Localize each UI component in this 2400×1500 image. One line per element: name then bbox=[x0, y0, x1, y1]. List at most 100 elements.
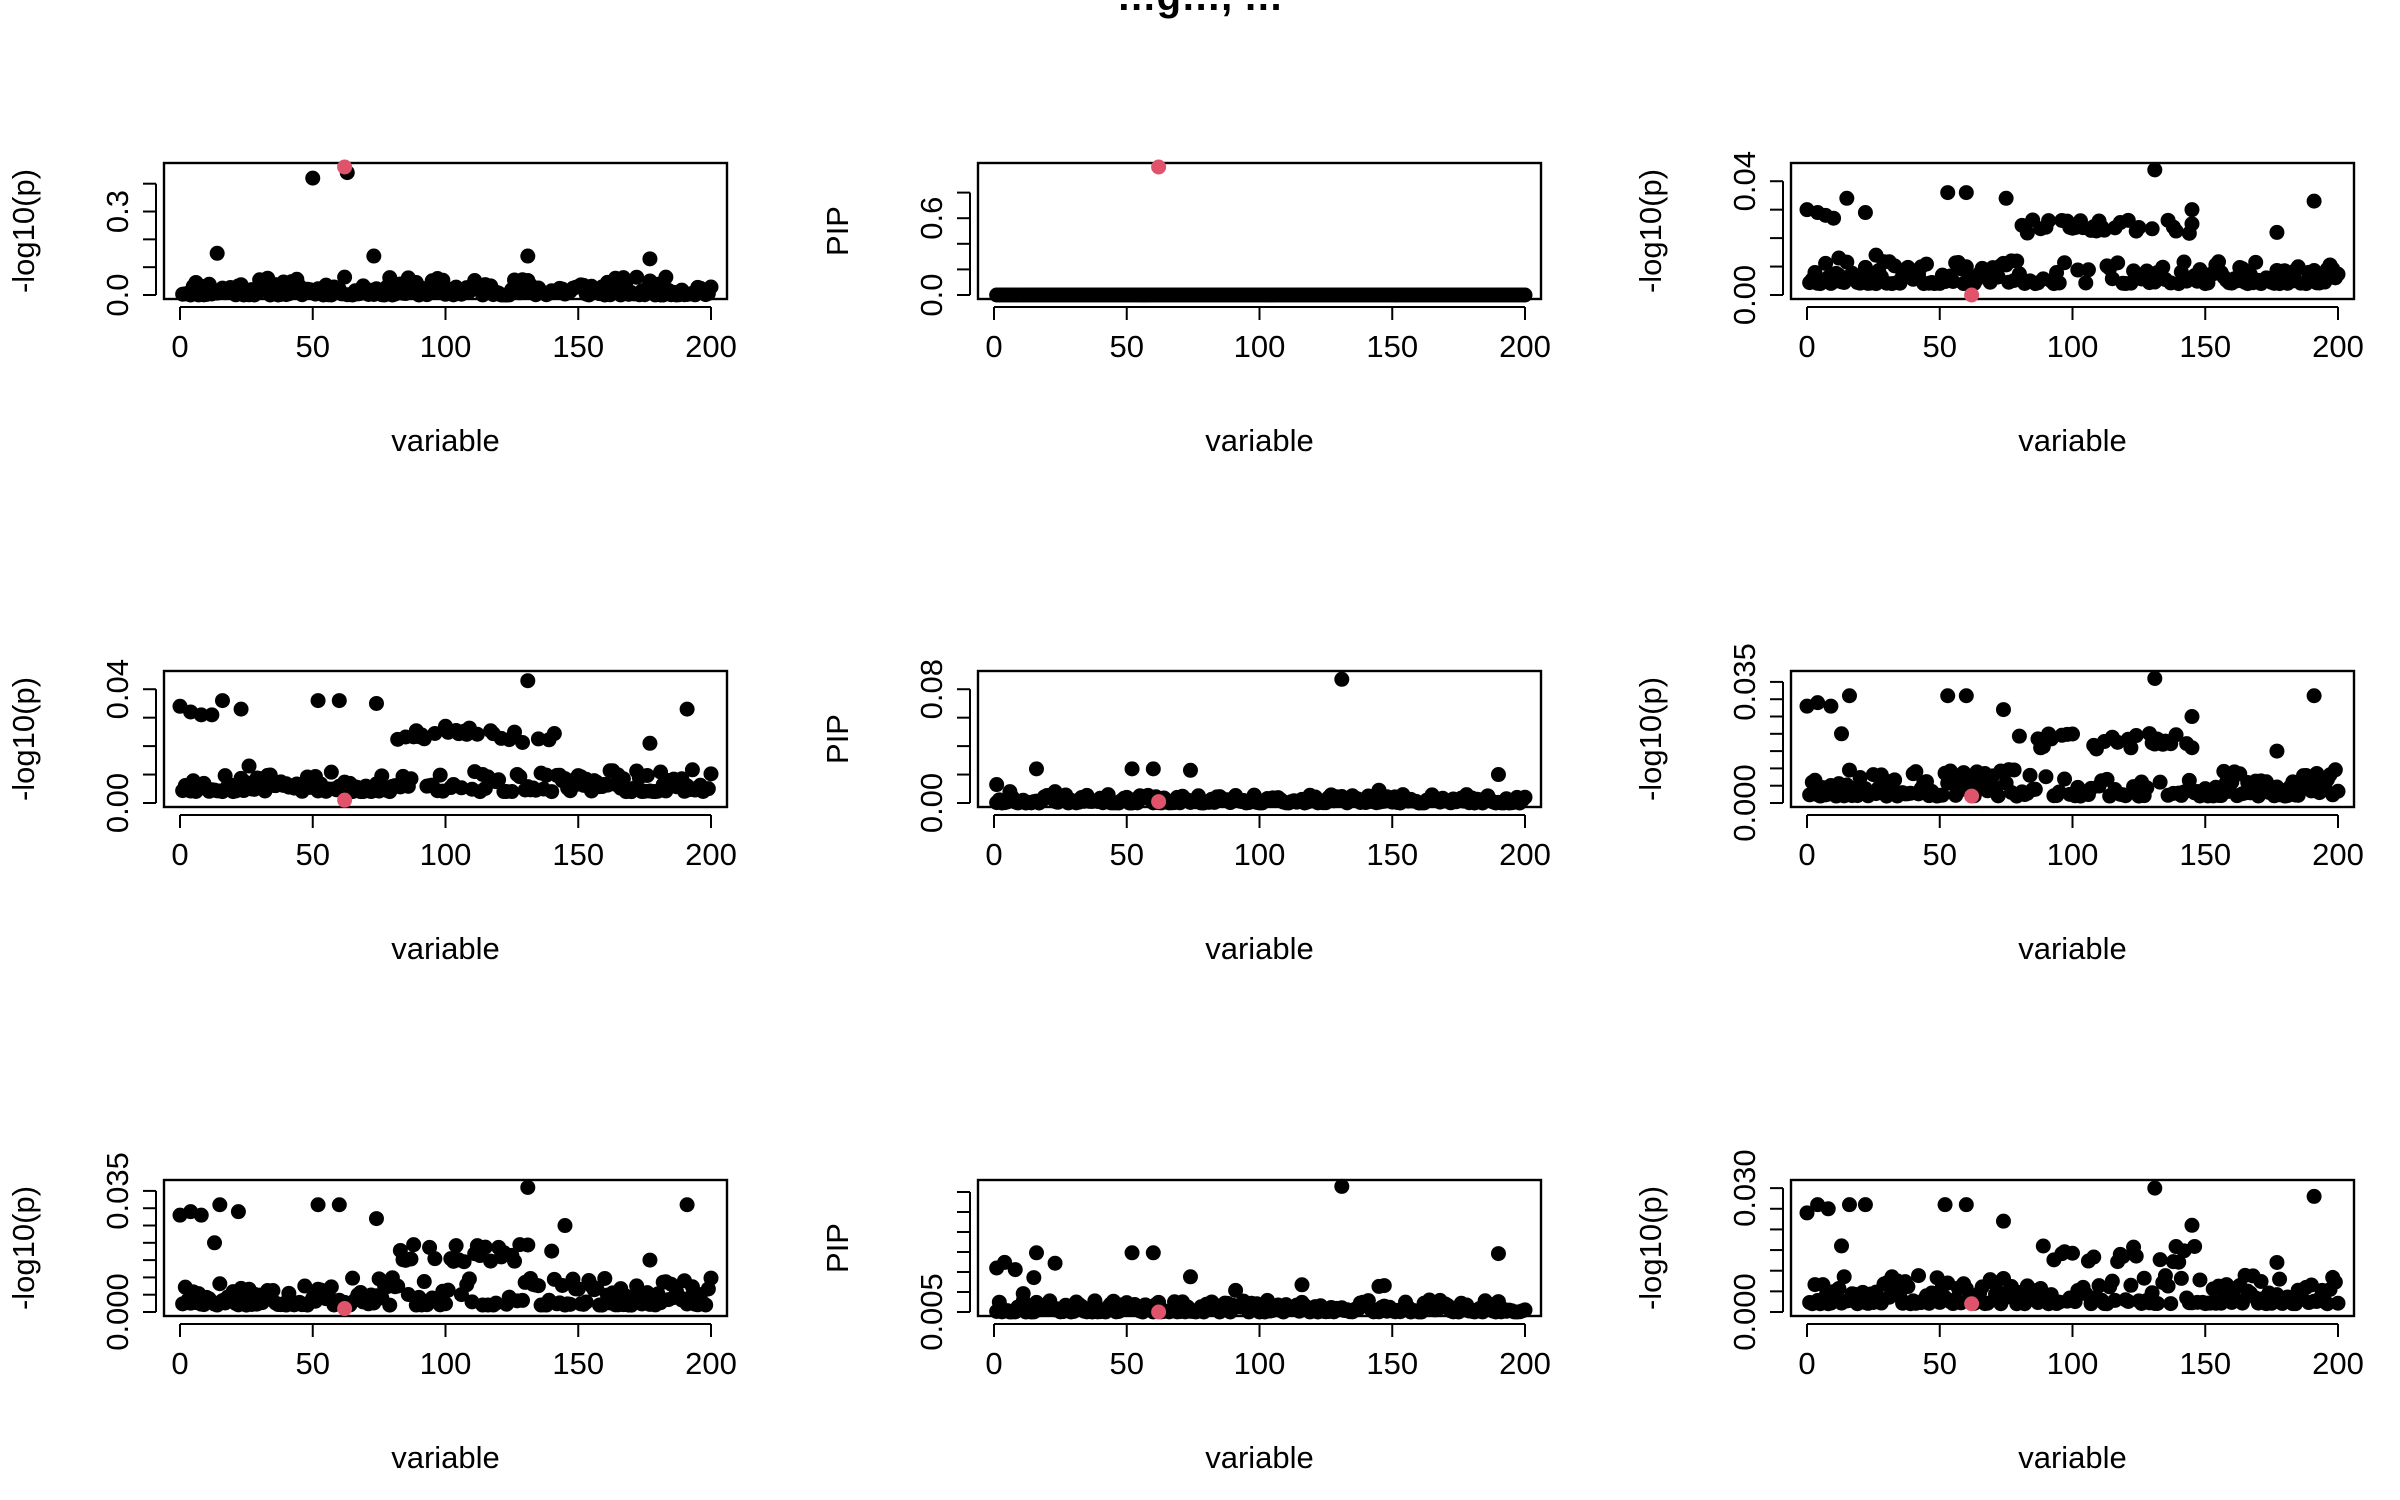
y-axis: 0.000 0.035 bbox=[100, 1152, 157, 1351]
x-axis-label: variable bbox=[391, 1440, 500, 1475]
x-tick-label: 0 bbox=[985, 837, 1002, 872]
data-point bbox=[2009, 253, 2025, 269]
x-tick-label: 200 bbox=[1499, 1346, 1551, 1381]
data-point bbox=[658, 269, 674, 285]
data-point bbox=[382, 1297, 398, 1313]
data-point bbox=[1490, 1246, 1506, 1262]
data-point bbox=[230, 1204, 246, 1220]
x-tick-label: 100 bbox=[420, 1346, 472, 1381]
x-tick-label: 0 bbox=[985, 1346, 1002, 1381]
data-point bbox=[2327, 762, 2343, 778]
data-point bbox=[1839, 190, 1855, 206]
x-tick-label: 150 bbox=[552, 1346, 604, 1381]
data-point bbox=[2027, 781, 2043, 797]
data-point bbox=[2306, 193, 2322, 209]
data-point bbox=[2168, 223, 2184, 239]
y-axis: 0.00 0.04 bbox=[100, 659, 157, 833]
x-tick-label: 150 bbox=[552, 329, 604, 364]
data-point bbox=[427, 1251, 443, 1267]
data-points bbox=[989, 1178, 1533, 1320]
highlighted-point bbox=[1964, 287, 1980, 303]
y-tick-label: 0.035 bbox=[100, 1152, 135, 1230]
data-point bbox=[2051, 275, 2067, 291]
x-tick-label: 50 bbox=[296, 837, 330, 872]
x-tick-label: 100 bbox=[420, 837, 472, 872]
x-tick-label: 200 bbox=[2312, 1346, 2364, 1381]
highlighted-point bbox=[337, 1301, 353, 1317]
y-tick-label: 0.00 bbox=[914, 773, 949, 833]
x-tick-label: 50 bbox=[1923, 329, 1957, 364]
data-point bbox=[477, 780, 493, 796]
x-axis: 0 50 100 150 200 bbox=[985, 306, 1551, 364]
plot-frame bbox=[1789, 669, 2356, 809]
data-point bbox=[1028, 1245, 1044, 1261]
data-point bbox=[2152, 774, 2168, 790]
data-point bbox=[207, 1235, 223, 1251]
x-axis-label: variable bbox=[391, 931, 500, 966]
data-point bbox=[1841, 762, 1857, 778]
plot-frame bbox=[1789, 1178, 2356, 1318]
plot-frame bbox=[162, 669, 729, 809]
data-point bbox=[2160, 1278, 2176, 1294]
data-point bbox=[1371, 782, 1387, 798]
data-point bbox=[233, 701, 249, 717]
data-point bbox=[1934, 787, 1950, 803]
data-point bbox=[448, 1238, 464, 1254]
data-point bbox=[2330, 783, 2346, 799]
data-point bbox=[1826, 210, 1842, 226]
y-tick-label: 0.000 bbox=[1727, 764, 1762, 842]
data-point bbox=[1887, 772, 1903, 788]
data-point bbox=[2104, 1273, 2120, 1289]
data-point bbox=[1990, 788, 2006, 804]
data-point bbox=[2192, 1272, 2208, 1288]
highlighted-point bbox=[1964, 1296, 1980, 1312]
y-tick-label: 0.000 bbox=[100, 1273, 135, 1351]
data-point bbox=[2171, 1254, 2187, 1270]
scatter-panel-6: 0 50 100 150 200 variable 0.000 0.035 -log10(p) bbox=[1633, 643, 2364, 966]
data-point bbox=[1810, 695, 1826, 711]
y-axis: 0.00 0.04 bbox=[1727, 151, 1784, 325]
data-point bbox=[390, 1278, 406, 1294]
data-point bbox=[1047, 1255, 1063, 1271]
data-point bbox=[1995, 702, 2011, 718]
data-point bbox=[2176, 254, 2192, 270]
y-tick-label: 0.00 bbox=[100, 773, 135, 833]
data-point bbox=[2330, 266, 2346, 282]
x-tick-label: 50 bbox=[296, 1346, 330, 1381]
data-point bbox=[520, 1237, 536, 1253]
data-points bbox=[172, 673, 719, 808]
data-point bbox=[989, 777, 1005, 793]
data-point bbox=[2107, 1292, 2123, 1308]
x-tick-label: 150 bbox=[1366, 329, 1418, 364]
y-axis: 0.0 0.3 bbox=[100, 182, 157, 317]
y-axis-label: -log10(p) bbox=[1633, 169, 1668, 293]
data-point bbox=[2181, 772, 2197, 788]
data-point bbox=[432, 767, 448, 783]
data-point bbox=[1228, 1282, 1244, 1298]
data-point bbox=[310, 1197, 326, 1213]
x-axis: 0 50 100 150 200 bbox=[171, 814, 737, 872]
data-point bbox=[214, 693, 230, 709]
data-point bbox=[530, 1278, 546, 1294]
x-tick-label: 200 bbox=[2312, 837, 2364, 872]
data-point bbox=[703, 1270, 719, 1286]
data-point bbox=[1836, 1269, 1852, 1285]
x-axis: 0 50 100 150 200 bbox=[1798, 306, 2364, 364]
x-axis: 0 50 100 150 200 bbox=[171, 1323, 737, 1381]
x-axis-label: variable bbox=[1205, 423, 1314, 458]
data-point bbox=[1995, 1213, 2011, 1229]
data-point bbox=[1823, 698, 1839, 714]
data-point bbox=[1517, 287, 1533, 303]
y-axis-label: -log10(p) bbox=[6, 677, 41, 801]
data-point bbox=[642, 735, 658, 751]
data-point bbox=[305, 170, 321, 186]
data-point bbox=[2131, 220, 2147, 236]
data-point bbox=[1857, 205, 1873, 221]
data-point bbox=[997, 1254, 1013, 1270]
data-point bbox=[1841, 1197, 1857, 1213]
data-point bbox=[331, 693, 347, 709]
data-point bbox=[1334, 1178, 1350, 1194]
x-tick-label: 150 bbox=[1366, 837, 1418, 872]
x-axis-label: variable bbox=[1205, 1440, 1314, 1475]
